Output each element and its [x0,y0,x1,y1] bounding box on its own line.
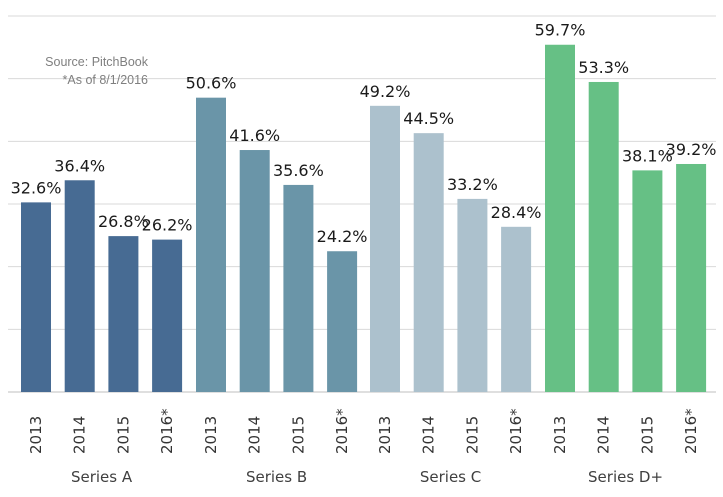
x-tick-label: 2013 [551,416,569,454]
x-tick-labels: 2013 2014 2015 2016* 2013 2014 2015 2016* 2013 20… [27,408,700,454]
bar [457,198,488,392]
data-label: 28.4% [491,203,542,222]
group-label: Series A [71,468,133,486]
x-tick-label: 2014 [595,416,613,454]
data-label: 26.2% [142,216,193,235]
bar [21,202,51,392]
data-label: 36.4% [54,156,105,175]
x-tick-label: 2014 [246,416,264,454]
data-label: 49.2% [360,82,411,101]
group-label: Series B [246,468,307,486]
x-tick-label: 2015 [463,416,481,454]
bar [632,170,663,392]
bar [196,97,226,392]
data-label: 33.2% [447,175,498,194]
x-tick-label: 2016* [158,408,176,454]
bar [588,81,619,392]
bar [413,133,444,393]
bar [370,105,400,392]
bar [501,226,532,392]
data-label: 24.2% [317,227,368,246]
bar [545,44,575,393]
bar [152,239,183,392]
data-label: 59.7% [535,21,586,40]
x-tick-label: 2013 [202,416,220,454]
x-tick-label: 2014 [420,416,438,454]
x-tick-label: 2016* [507,408,525,454]
bar [64,180,95,392]
data-label: 39.2% [666,140,717,159]
x-tick-label: 2013 [27,416,45,454]
data-label: 50.6% [186,74,237,93]
x-tick-label: 2013 [376,416,394,454]
group-label: Series D+ [588,468,663,486]
group-label: Series C [420,468,481,486]
data-label: 44.5% [403,109,454,128]
data-label: 26.8% [98,212,149,231]
x-tick-label: 2016* [333,408,351,454]
data-label: 38.1% [622,146,673,165]
as-of-note: *As of 8/1/2016 [63,73,149,87]
data-label: 35.6% [273,161,324,180]
data-label: 32.6% [11,178,62,197]
data-labels: 32.6% 36.4% 26.8%26.2% 50.6% 41.6% 35.6% 24.2%… [11,21,717,246]
data-label: 41.6% [229,126,280,145]
bar [676,163,707,392]
x-tick-label: 2014 [71,416,89,454]
x-tick-label: 2015 [638,416,656,454]
data-label: 53.3% [578,58,629,77]
bar [327,251,358,392]
x-tick-label: 2016* [682,408,700,454]
bars [21,44,707,393]
bar [239,150,270,392]
x-tick-label: 2015 [114,416,132,454]
bar [108,236,139,392]
source-line: Source: PitchBook [45,55,149,69]
bar [283,184,314,392]
group-labels: Series A Series B Series C Series D+ [71,468,663,486]
x-tick-label: 2015 [289,416,307,454]
